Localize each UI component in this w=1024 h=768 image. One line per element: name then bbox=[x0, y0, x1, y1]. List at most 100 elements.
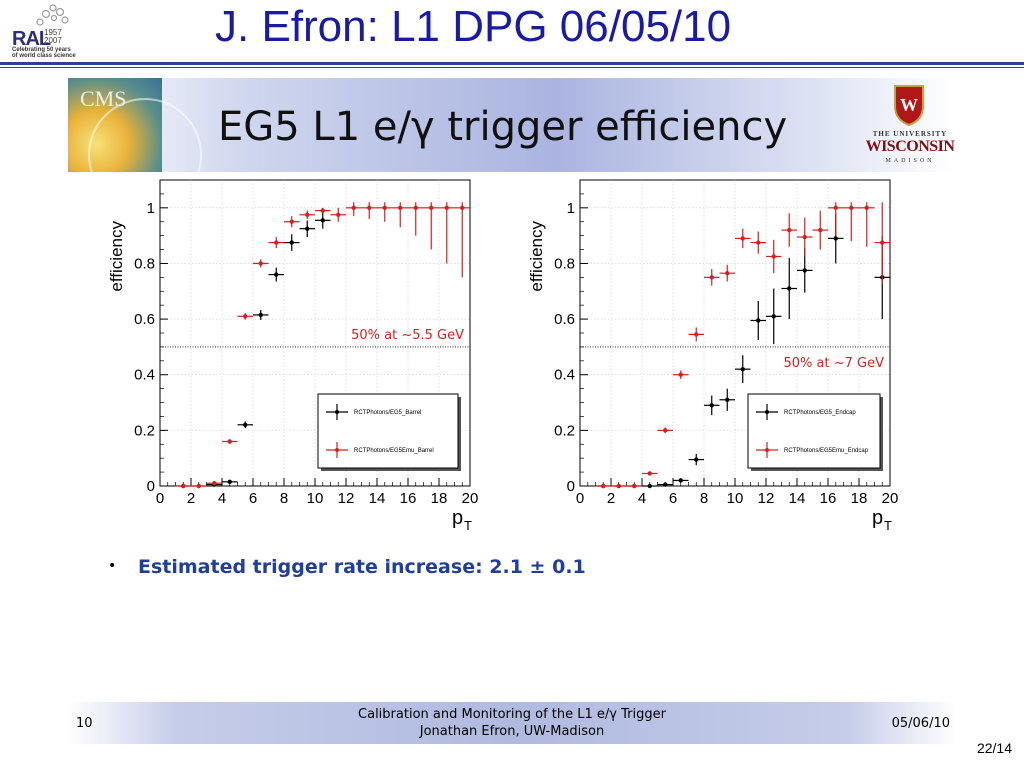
y-axis-label: efficiency bbox=[107, 221, 126, 292]
data-point bbox=[673, 370, 689, 379]
x-tick-label: 2 bbox=[187, 490, 195, 507]
series-1 bbox=[175, 202, 470, 489]
data-point bbox=[750, 231, 766, 254]
x-tick-label: 6 bbox=[669, 490, 677, 507]
data-point bbox=[859, 202, 875, 247]
point-marker bbox=[833, 205, 838, 211]
point-marker bbox=[771, 254, 776, 259]
x-tick-label: 8 bbox=[280, 490, 288, 507]
point-marker bbox=[647, 471, 652, 476]
point-marker bbox=[196, 483, 201, 489]
data-point bbox=[346, 202, 362, 217]
data-point bbox=[392, 202, 408, 228]
x-tick-label: 0 bbox=[576, 490, 584, 507]
legend-label: RCTPhotons/EG5Emu_Endcap bbox=[784, 448, 869, 454]
point-marker bbox=[382, 205, 387, 211]
y-tick-label: 0.2 bbox=[134, 422, 155, 439]
data-point bbox=[657, 427, 673, 434]
cms-logo: CMS bbox=[68, 78, 202, 212]
footer-date: 05/06/10 bbox=[891, 716, 950, 731]
x-tick-label: 16 bbox=[400, 490, 417, 507]
point-marker bbox=[802, 268, 807, 273]
uw-crest-icon: W bbox=[894, 85, 924, 126]
legend-label: RCTPhotons/EG5_Endcap bbox=[784, 410, 856, 416]
data-point bbox=[828, 202, 844, 236]
y-tick-label: 1 bbox=[147, 200, 155, 217]
y-tick-label: 0.8 bbox=[554, 255, 575, 272]
point-marker bbox=[305, 226, 310, 231]
y-tick-label: 0.6 bbox=[554, 311, 575, 328]
point-marker bbox=[740, 236, 745, 241]
x-axis-label-subscript: T bbox=[464, 518, 472, 531]
data-point bbox=[423, 202, 439, 250]
point-marker bbox=[725, 397, 730, 402]
legend-swatch-marker bbox=[765, 410, 769, 414]
svg-text:W: W bbox=[900, 95, 918, 115]
point-marker bbox=[740, 366, 745, 372]
data-point bbox=[408, 202, 424, 236]
data-point bbox=[268, 267, 284, 282]
point-marker bbox=[227, 479, 232, 485]
data-point bbox=[299, 220, 315, 238]
point-marker bbox=[444, 205, 449, 211]
threshold-annotation: 50% at ~5.5 GeV bbox=[351, 328, 464, 343]
point-marker bbox=[818, 227, 823, 233]
point-marker bbox=[336, 212, 341, 217]
slide-banner: CMS EG5 L1 e/γ trigger efficiency W THE … bbox=[68, 78, 956, 212]
point-marker bbox=[258, 261, 263, 266]
point-marker bbox=[864, 205, 869, 211]
point-marker bbox=[663, 482, 668, 487]
point-marker bbox=[601, 483, 606, 489]
point-marker bbox=[802, 234, 807, 240]
point-marker bbox=[367, 205, 372, 211]
banner-title: EG5 L1 e/γ trigger efficiency bbox=[218, 104, 788, 150]
legend-swatch-marker bbox=[765, 448, 769, 452]
slide-title: J. Efron: L1 DPG 06/05/10 bbox=[215, 2, 732, 51]
point-marker bbox=[694, 457, 699, 462]
data-point bbox=[330, 207, 346, 222]
legend-box bbox=[747, 393, 881, 469]
point-marker bbox=[756, 318, 761, 323]
data-point bbox=[206, 481, 222, 486]
x-tick-label: 12 bbox=[758, 490, 775, 507]
point-marker bbox=[305, 212, 310, 217]
point-marker bbox=[833, 236, 838, 241]
x-tick-label: 6 bbox=[249, 490, 257, 507]
uw-logo-madison: MADISON bbox=[885, 158, 935, 164]
data-point bbox=[191, 483, 207, 489]
point-marker bbox=[413, 205, 418, 211]
atom-dots-icon bbox=[36, 4, 69, 26]
data-point bbox=[704, 395, 720, 416]
slide-footer: 10 Calibration and Monitoring of the L1 … bbox=[68, 702, 956, 744]
y-tick-label: 0.6 bbox=[134, 311, 155, 328]
x-axis-label: p bbox=[872, 507, 883, 529]
point-marker bbox=[678, 478, 683, 483]
header-divider bbox=[0, 62, 1024, 65]
point-marker bbox=[320, 208, 325, 213]
point-marker bbox=[771, 314, 776, 319]
point-marker bbox=[181, 483, 186, 489]
cms-logo-text: CMS bbox=[80, 86, 127, 111]
x-tick-label: 12 bbox=[338, 490, 355, 507]
legend: RCTPhotons/EG5_Barrel RCTPhotons/EG5Emu_B… bbox=[317, 393, 461, 471]
point-marker bbox=[694, 332, 699, 337]
data-point bbox=[253, 259, 269, 268]
data-point bbox=[657, 482, 673, 487]
uw-logo-the-university: THE UNIVERSITY bbox=[872, 130, 948, 138]
x-tick-label: 8 bbox=[700, 490, 708, 507]
point-marker bbox=[756, 240, 761, 245]
data-point bbox=[284, 216, 300, 228]
x-axis-label-subscript: T bbox=[884, 518, 892, 531]
data-point bbox=[719, 388, 735, 411]
point-marker bbox=[243, 422, 248, 427]
legend-entry: RCTPhotons/EG5_Endcap bbox=[756, 404, 856, 420]
data-point bbox=[874, 202, 890, 285]
point-marker bbox=[274, 272, 279, 277]
x-tick-label: 4 bbox=[638, 490, 646, 507]
y-tick-label: 0 bbox=[147, 478, 155, 495]
point-marker bbox=[647, 483, 652, 489]
data-point bbox=[735, 228, 751, 249]
bullet-rate-increase: Estimated trigger rate increase: 2.1 ± 0… bbox=[138, 556, 586, 578]
slide-number: 22/14 bbox=[976, 740, 1012, 756]
point-marker bbox=[274, 240, 279, 245]
